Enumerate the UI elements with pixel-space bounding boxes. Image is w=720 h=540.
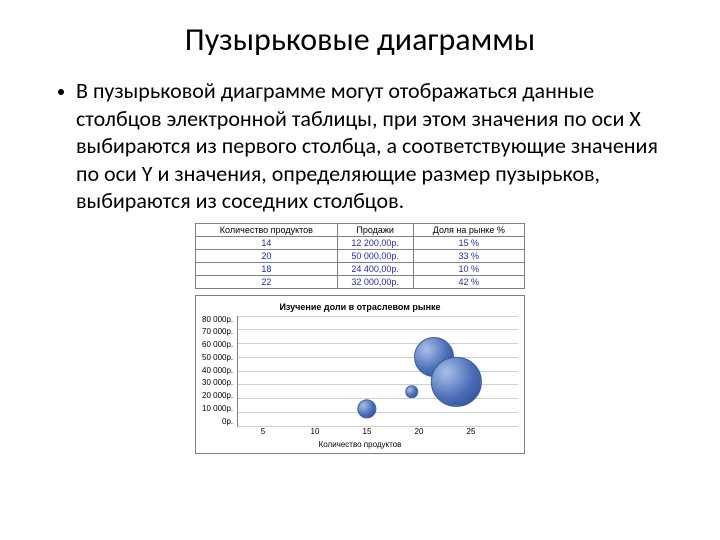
table-cell: 20 [196,249,338,262]
x-axis-title: Количество продуктов [202,440,518,449]
bubble-chart: Изучение доли в отраслевом рынке 80 000р… [195,295,525,454]
table-cell: 14 [196,236,338,249]
bullet-text: В пузырьковой диаграмме могут отображать… [76,77,670,215]
gridline [238,398,518,399]
y-tick-label: 60 000р. [202,341,233,349]
gridline [238,316,518,317]
y-axis-labels: 80 000р. 70 000р. 60 000р. 50 000р. 40 000р.… [202,316,237,426]
bubble [357,399,376,418]
figure: Количество продуктовПродажиДоля на рынке… [195,223,525,454]
table-cell: 15 % [413,236,524,249]
x-tick-label: 25 [445,427,497,436]
x-axis-labels: 510152025 [237,427,497,436]
table-cell: 24 400,00р. [337,262,413,275]
x-tick-label: 5 [237,427,289,436]
table-row: 2232 000,00р.42 % [196,275,525,288]
table-cell: 42 % [413,275,524,288]
table-row: 1412 200,00р.15 % [196,236,525,249]
slide-title: Пузырьковые диаграммы [50,20,670,59]
table-cell: 32 000,00р. [337,275,413,288]
y-tick-label: 70 000р. [202,328,233,336]
table-row: 1824 400,00р.10 % [196,262,525,275]
chart-title: Изучение доли в отраслевом рынке [202,302,518,312]
gridline [238,426,518,427]
bubble [431,356,481,406]
data-table: Количество продуктовПродажиДоля на рынке… [195,223,525,289]
table-cell: 18 [196,262,338,275]
gridline [238,357,518,358]
gridline [238,329,518,330]
y-tick-label: 0р. [202,418,233,426]
table-cell: 22 [196,275,338,288]
table-header-cell: Количество продуктов [196,223,338,236]
bullet-item: В пузырьковой диаграмме могут отображать… [50,77,670,215]
bubble [405,385,419,399]
y-tick-label: 80 000р. [202,316,233,324]
gridline [238,343,518,344]
table-cell: 33 % [413,249,524,262]
table-cell: 12 200,00р. [337,236,413,249]
y-tick-label: 30 000р. [202,379,233,387]
table-cell: 50 000,00р. [337,249,413,262]
y-tick-label: 10 000р. [202,405,233,413]
y-tick-label: 20 000р. [202,392,233,400]
x-tick-label: 10 [289,427,341,436]
table-header-cell: Доля на рынке % [413,223,524,236]
gridline [238,412,518,413]
x-tick-label: 20 [393,427,445,436]
table-cell: 10 % [413,262,524,275]
table-header-cell: Продажи [337,223,413,236]
table-row: 2050 000,00р.33 % [196,249,525,262]
bullet-marker [58,89,64,95]
y-tick-label: 50 000р. [202,354,233,362]
x-tick-label: 15 [341,427,393,436]
plot-area [237,316,518,427]
y-tick-label: 40 000р. [202,367,233,375]
